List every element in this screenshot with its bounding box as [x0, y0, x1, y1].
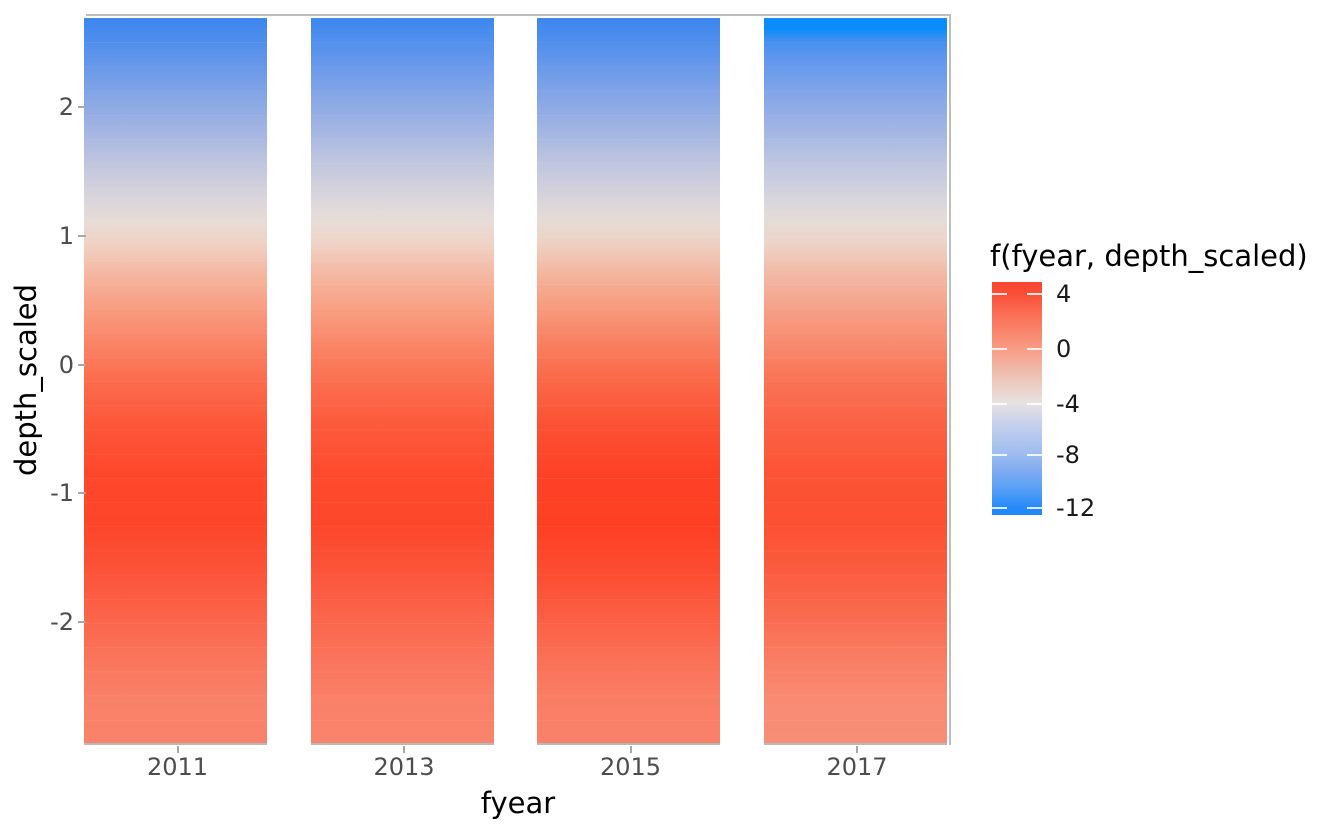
y-tick-mark	[78, 492, 86, 494]
heat-column-2011	[84, 18, 267, 745]
heat-column-2015	[537, 18, 720, 745]
x-tick-label: 2011	[146, 753, 209, 781]
legend-tick-label: -12	[1056, 493, 1096, 522]
legend-tick-mark-right	[1027, 506, 1042, 509]
y-tick-label: 2	[58, 93, 74, 121]
y-tick-mark	[78, 106, 86, 108]
y-tick-mark	[78, 235, 86, 237]
legend-tick-mark-left	[992, 506, 1007, 509]
legend-tick-mark-left	[992, 453, 1007, 456]
plot-panel	[84, 14, 951, 745]
y-tick-label: 1	[58, 222, 74, 250]
legend-title: f(fyear, depth_scaled)	[990, 239, 1308, 273]
legend-tick-label: 4	[1056, 279, 1072, 308]
y-axis-title: depth_scaled	[9, 283, 43, 477]
legend-tick-mark-left	[992, 402, 1007, 405]
legend-tick-mark-left	[992, 347, 1007, 350]
legend-tick-mark-right	[1027, 347, 1042, 350]
y-tick-mark	[78, 621, 86, 623]
y-tick-label: -2	[50, 608, 74, 636]
heat-column-2017	[763, 18, 947, 745]
legend-tick-mark-right	[1027, 292, 1042, 295]
y-tick-label: 0	[58, 350, 74, 379]
legend-tick-label: -4	[1056, 389, 1080, 418]
x-tick-mark	[629, 746, 632, 753]
x-tick-label: 2015	[599, 753, 662, 781]
legend-tick-label: -8	[1056, 440, 1080, 469]
y-tick-label: -1	[50, 479, 74, 507]
legend-colorbar	[992, 282, 1042, 515]
x-tick-mark	[856, 746, 858, 753]
x-axis-title: fyear	[480, 786, 556, 820]
legend-tick-mark-right	[1027, 453, 1042, 456]
legend-tick-label: 0	[1056, 334, 1072, 363]
x-tick-label: 2017	[826, 753, 888, 781]
heat-column-2013	[310, 18, 494, 745]
x-tick-label: 2013	[373, 753, 435, 781]
legend-tick-mark-right	[1027, 402, 1042, 405]
x-tick-mark	[403, 746, 405, 753]
x-tick-mark	[176, 746, 179, 753]
legend-tick-mark-left	[992, 292, 1007, 295]
y-tick-mark	[78, 363, 86, 366]
